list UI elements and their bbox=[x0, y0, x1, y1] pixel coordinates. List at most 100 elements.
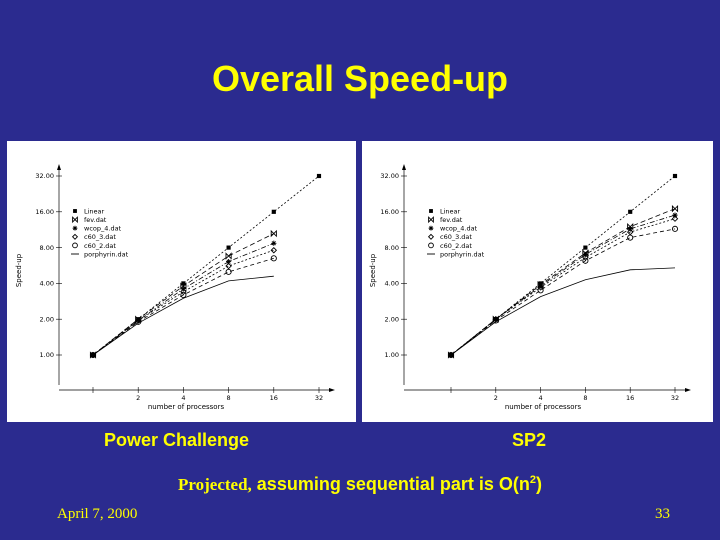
chart-power-challenge: 1.00 2.00 4.00 8.00 16.00 32.00 2 4 8 16 32 number … bbox=[15, 164, 335, 411]
legend-label: c60_3.dat bbox=[440, 233, 472, 241]
legend-label: c60_2.dat bbox=[84, 242, 116, 250]
chart-caption-power-challenge: Power Challenge bbox=[104, 430, 250, 450]
data-point bbox=[271, 240, 277, 246]
legend-label: c60_3.dat bbox=[84, 233, 116, 241]
legend-label: porphyrin.dat bbox=[440, 250, 485, 258]
data-point bbox=[672, 212, 678, 218]
projection-note: Projected, assuming sequential part is O… bbox=[0, 474, 720, 495]
series-line bbox=[92, 275, 274, 356]
x-tick-label: 4 bbox=[539, 394, 543, 402]
data-point bbox=[582, 257, 589, 264]
y-tick-label: 8.00 bbox=[385, 244, 399, 252]
legend-symbol bbox=[428, 216, 434, 224]
legend-symbol bbox=[428, 225, 434, 231]
projection-note-lead: Projected, bbox=[178, 475, 252, 494]
data-point bbox=[671, 225, 679, 232]
data-point bbox=[672, 173, 678, 179]
data-point bbox=[583, 245, 588, 250]
data-point bbox=[537, 284, 544, 291]
data-point bbox=[180, 288, 187, 296]
slide-title: Overall Speed-up bbox=[211, 58, 509, 99]
legend-label: fev.dat bbox=[84, 216, 107, 224]
legend-symbol bbox=[72, 225, 78, 231]
chart-panel-power-challenge: 1.00 2.00 4.00 8.00 16.00 32.00 2 4 8 16 32 number … bbox=[7, 141, 356, 422]
legend-symbol bbox=[72, 216, 78, 224]
series-line bbox=[450, 228, 676, 356]
data-point bbox=[671, 204, 679, 213]
page-number: 33 bbox=[655, 506, 670, 522]
data-point bbox=[627, 226, 633, 232]
chart-sp2: 1.00 2.00 4.00 8.00 16.00 32.00 2 4 8 16 32 number … bbox=[369, 164, 691, 411]
y-tick-label: 1.00 bbox=[40, 351, 54, 359]
series-line bbox=[450, 218, 676, 356]
y-tick-label: 32.00 bbox=[35, 172, 54, 180]
x-tick-label: 2 bbox=[136, 394, 140, 402]
data-point bbox=[628, 209, 633, 214]
x-axis-arrow bbox=[685, 388, 691, 392]
y-tick-label: 8.00 bbox=[40, 244, 54, 252]
data-point bbox=[538, 283, 544, 289]
legend-symbol bbox=[427, 233, 435, 240]
data-point bbox=[671, 215, 679, 222]
legend-symbol bbox=[429, 209, 433, 213]
series-line bbox=[450, 214, 676, 356]
series-line bbox=[92, 249, 274, 356]
legend-label: wcop_4.dat bbox=[440, 225, 478, 233]
data-point bbox=[226, 245, 231, 250]
legend-symbol bbox=[73, 209, 77, 213]
legend-symbol bbox=[71, 233, 79, 240]
data-point bbox=[225, 268, 232, 275]
x-tick-label: 16 bbox=[626, 394, 634, 402]
footer-date: April 7, 2000 bbox=[57, 506, 138, 522]
data-point bbox=[538, 281, 543, 286]
data-point bbox=[225, 262, 232, 270]
data-point bbox=[582, 254, 589, 261]
x-tick-label: 8 bbox=[227, 394, 231, 402]
x-axis-label: number of processors bbox=[148, 403, 225, 411]
series-line bbox=[450, 208, 676, 356]
data-point bbox=[180, 291, 187, 298]
y-tick-label: 4.00 bbox=[385, 280, 399, 288]
legend-label: porphyrin.dat bbox=[84, 250, 129, 258]
data-point bbox=[225, 252, 232, 260]
projection-note-close: ) bbox=[535, 474, 542, 494]
data-point bbox=[271, 209, 276, 214]
projection-note-body: assuming sequential part is O(n bbox=[251, 474, 530, 494]
x-axis-arrow bbox=[329, 388, 335, 392]
x-tick-label: 16 bbox=[270, 394, 278, 402]
y-tick-label: 1.00 bbox=[385, 351, 399, 359]
legend-label: wcop_4.dat bbox=[84, 225, 122, 233]
data-point bbox=[627, 234, 634, 241]
legend-label: fev.dat bbox=[440, 216, 463, 224]
series-line bbox=[450, 267, 676, 356]
data-point bbox=[537, 287, 544, 294]
y-tick-label: 32.00 bbox=[380, 172, 399, 180]
legend-symbol bbox=[428, 242, 434, 249]
x-tick-label: 8 bbox=[583, 394, 587, 402]
y-axis-arrow bbox=[402, 164, 406, 170]
projection-note-exponent: 2 bbox=[529, 474, 536, 486]
data-point bbox=[89, 351, 97, 359]
legend-label: Linear bbox=[84, 207, 105, 215]
legend-symbol bbox=[72, 242, 78, 249]
y-axis-label: Speed-up bbox=[15, 253, 23, 287]
chart-panel-sp2: 1.00 2.00 4.00 8.00 16.00 32.00 2 4 8 16 32 number … bbox=[362, 141, 713, 422]
x-tick-label: 4 bbox=[181, 394, 185, 402]
y-tick-label: 16.00 bbox=[35, 208, 54, 216]
y-tick-label: 2.00 bbox=[385, 315, 399, 323]
data-point bbox=[270, 229, 277, 238]
x-tick-label: 2 bbox=[494, 394, 498, 402]
data-point bbox=[226, 259, 232, 265]
series-line bbox=[92, 257, 274, 356]
y-axis-arrow bbox=[57, 164, 61, 170]
data-point bbox=[316, 173, 322, 179]
x-axis-label: number of processors bbox=[505, 403, 582, 411]
data-point bbox=[447, 351, 455, 359]
y-tick-label: 2.00 bbox=[40, 315, 54, 323]
data-point bbox=[181, 281, 186, 286]
data-point bbox=[270, 247, 278, 254]
chart-caption-sp2: SP2 bbox=[512, 430, 547, 450]
y-tick-label: 4.00 bbox=[40, 280, 54, 288]
x-tick-label: 32 bbox=[315, 394, 323, 402]
y-axis-label: Speed-up bbox=[369, 253, 377, 287]
